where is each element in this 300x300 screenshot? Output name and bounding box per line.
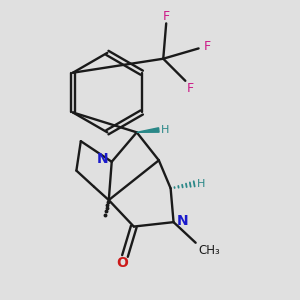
Text: F: F [204,40,211,52]
Text: CH₃: CH₃ [198,244,220,256]
Text: H: H [196,179,205,189]
Text: H: H [161,125,170,135]
Text: F: F [163,10,170,22]
Text: O: O [117,256,129,270]
Text: N: N [177,214,188,228]
Text: F: F [187,82,194,95]
Polygon shape [137,128,159,132]
Text: N: N [97,152,108,166]
